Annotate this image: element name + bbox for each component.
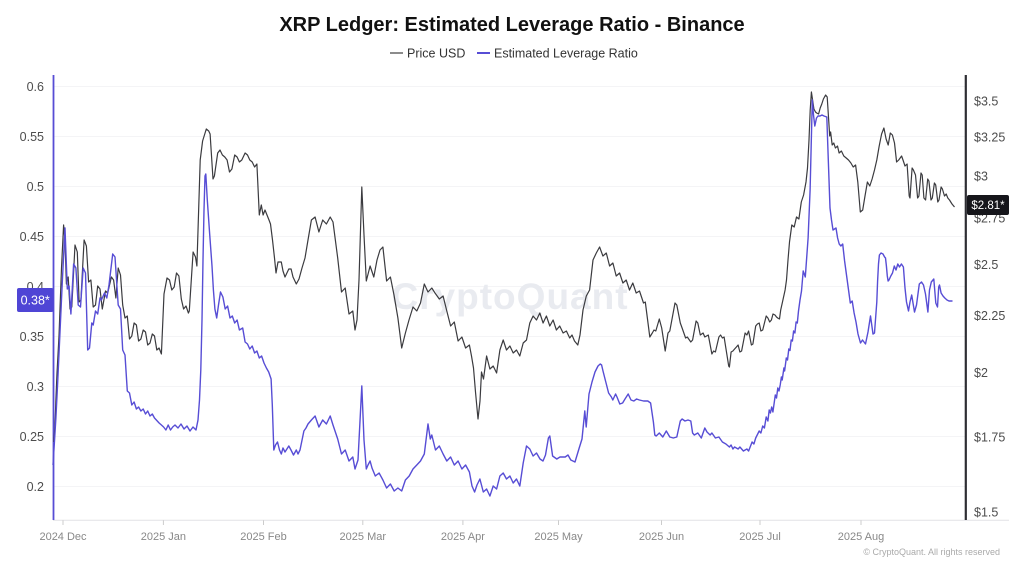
svg-text:0.6: 0.6 <box>27 80 44 94</box>
svg-text:0.45: 0.45 <box>20 230 44 244</box>
svg-text:$2.5: $2.5 <box>974 258 998 272</box>
svg-text:$2: $2 <box>974 366 988 380</box>
svg-text:2025 Feb: 2025 Feb <box>240 531 286 543</box>
svg-text:2025 May: 2025 May <box>534 531 583 543</box>
svg-text:2025 Aug: 2025 Aug <box>838 531 885 543</box>
svg-text:$3: $3 <box>974 169 988 183</box>
svg-text:$2.75: $2.75 <box>974 212 1005 226</box>
svg-text:0.3: 0.3 <box>27 380 44 394</box>
svg-text:0.25: 0.25 <box>20 430 44 444</box>
svg-text:© CryptoQuant. All rights rese: © CryptoQuant. All rights reserved <box>863 547 1000 557</box>
svg-text:$1.75: $1.75 <box>974 431 1005 445</box>
svg-text:$3.25: $3.25 <box>974 131 1005 145</box>
svg-text:$1.5: $1.5 <box>974 505 998 519</box>
svg-text:0.35: 0.35 <box>20 330 44 344</box>
svg-text:CryptoQuant: CryptoQuant <box>391 276 628 317</box>
svg-text:0.38*: 0.38* <box>21 294 50 308</box>
svg-text:2025 Jun: 2025 Jun <box>639 531 684 543</box>
svg-text:Estimated Leverage Ratio: Estimated Leverage Ratio <box>494 47 638 61</box>
svg-text:0.2: 0.2 <box>27 480 44 494</box>
svg-text:0.5: 0.5 <box>27 180 44 194</box>
svg-text:2025 Apr: 2025 Apr <box>441 531 485 543</box>
svg-text:2025 Jan: 2025 Jan <box>141 531 186 543</box>
svg-text:0.55: 0.55 <box>20 130 44 144</box>
svg-text:XRP Ledger: Estimated Leverage: XRP Ledger: Estimated Leverage Ratio - B… <box>279 14 744 36</box>
svg-text:Price USD: Price USD <box>407 47 465 61</box>
svg-text:2024 Dec: 2024 Dec <box>39 531 87 543</box>
svg-text:2025 Mar: 2025 Mar <box>340 531 387 543</box>
svg-text:2025 Jul: 2025 Jul <box>739 531 781 543</box>
svg-text:$3.5: $3.5 <box>974 95 998 109</box>
svg-text:$2.81*: $2.81* <box>971 200 1005 212</box>
svg-text:$2.25: $2.25 <box>974 309 1005 323</box>
